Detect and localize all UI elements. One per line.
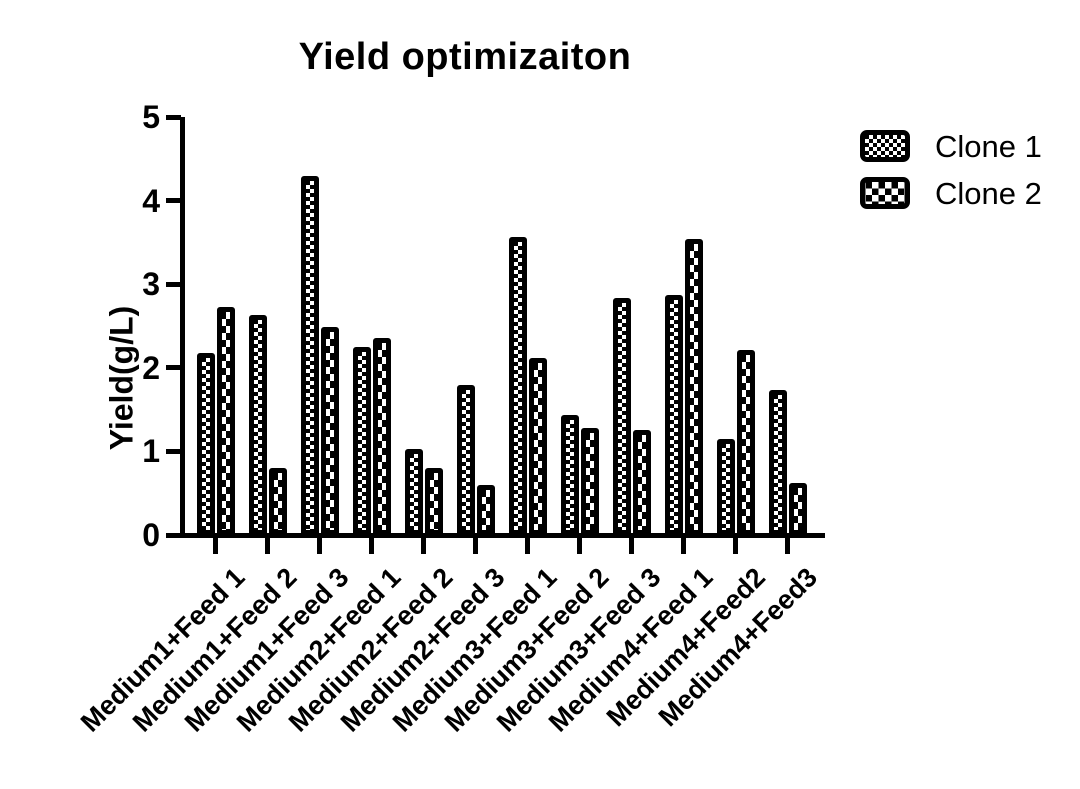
y-tick-label: 0 — [142, 517, 160, 553]
y-tick-mark — [166, 114, 181, 120]
x-tick-mark — [473, 538, 478, 554]
bar-clone-2-medium2-feed-1 — [372, 338, 391, 535]
legend-label: Clone 2 — [935, 175, 1042, 211]
bar-clone-2-medium4-feed-1 — [684, 239, 703, 535]
bar-clone-1-medium1-feed-3 — [300, 176, 319, 535]
x-tick-mark — [213, 538, 218, 554]
x-tick-mark — [785, 538, 790, 554]
bar-clone-2-medium4-feed2 — [736, 350, 755, 535]
y-tick-mark — [166, 198, 181, 204]
bar-clone-2-medium1-feed-1 — [216, 307, 235, 535]
bar-clone-2-medium1-feed-2 — [268, 468, 287, 535]
bar-clone-1-medium2-feed-1 — [352, 347, 371, 535]
y-tick-mark — [166, 448, 181, 454]
bar-clone-2-medium3-feed-1 — [528, 358, 547, 535]
bar-clone-1-medium4-feed3 — [768, 390, 787, 535]
x-tick-mark — [317, 538, 322, 554]
plot-area — [180, 117, 840, 535]
bar-clone-2-medium2-feed-2 — [424, 468, 443, 535]
x-tick-mark — [421, 538, 426, 554]
y-tick-mark — [166, 365, 181, 371]
x-tick-mark — [733, 538, 738, 554]
y-tick-mark — [166, 532, 181, 538]
bar-clone-2-medium3-feed-3 — [632, 430, 651, 535]
bar-clone-1-medium3-feed-1 — [508, 237, 527, 535]
bar-clone-2-medium1-feed-3 — [320, 327, 339, 535]
bar-clone-1-medium4-feed2 — [716, 439, 735, 535]
legend-item-clone-1: Clone 1 — [860, 130, 1042, 162]
bar-clone-1-medium1-feed-2 — [248, 315, 267, 535]
bar-clone-1-medium4-feed-1 — [664, 295, 683, 535]
y-tick-label: 1 — [142, 433, 160, 470]
coarse-checkerboard-swatch — [860, 177, 910, 209]
bar-clone-2-medium4-feed3 — [788, 483, 807, 535]
bar-clone-1-medium3-feed-2 — [560, 415, 579, 535]
x-axis-line — [166, 533, 825, 538]
x-tick-mark — [577, 538, 582, 554]
bar-clone-1-medium1-feed-1 — [196, 353, 215, 535]
y-tick-label: 2 — [142, 349, 160, 386]
bar-clone-1-medium2-feed-3 — [456, 385, 475, 535]
legend: Clone 1 Clone 2 — [860, 130, 1042, 224]
x-tick-mark — [681, 538, 686, 554]
bar-clone-1-medium2-feed-2 — [404, 449, 423, 535]
y-axis-line — [180, 117, 185, 538]
legend-item-clone-2: Clone 2 — [860, 177, 1042, 209]
x-tick-mark — [629, 538, 634, 554]
bar-clone-2-medium2-feed-3 — [476, 485, 495, 535]
chart-title: Yield optimizaiton — [298, 36, 632, 78]
y-tick-label: 4 — [142, 182, 160, 219]
x-tick-mark — [265, 538, 270, 554]
x-tick-mark — [369, 538, 374, 554]
y-tick-mark — [166, 281, 181, 287]
y-tick-label: 3 — [142, 266, 160, 303]
y-tick-label: 5 — [142, 99, 160, 135]
legend-label: Clone 1 — [935, 128, 1042, 164]
bar-clone-2-medium3-feed-2 — [580, 428, 599, 535]
fine-checkerboard-swatch — [860, 130, 910, 162]
bar-clone-1-medium3-feed-3 — [612, 298, 631, 535]
x-tick-mark — [525, 538, 530, 554]
